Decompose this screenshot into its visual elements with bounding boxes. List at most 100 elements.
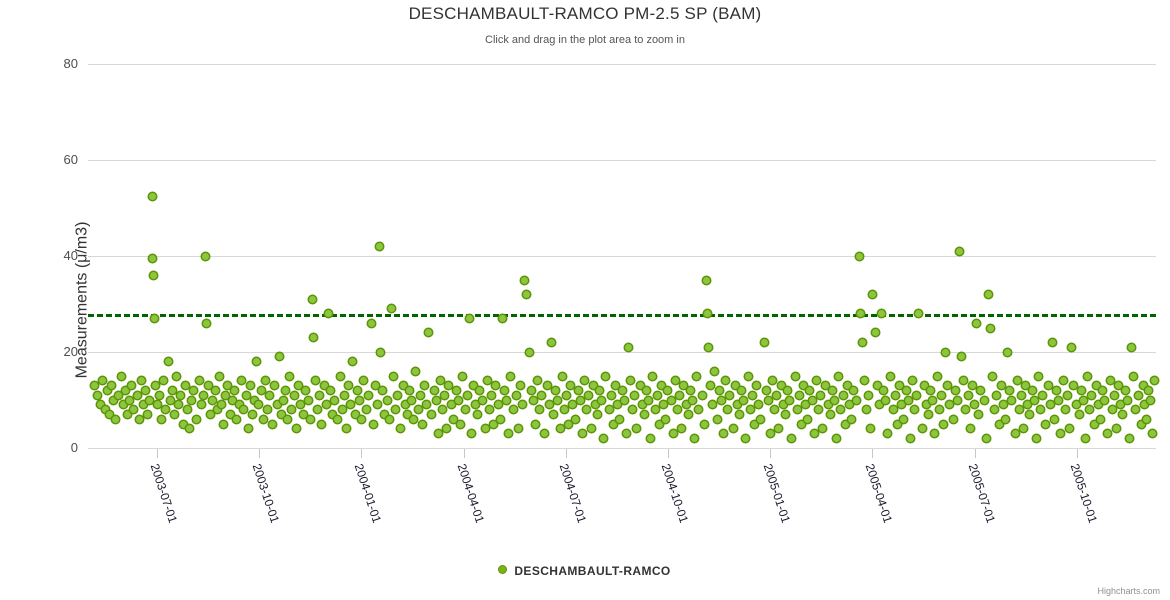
scatter-point[interactable]: [521, 276, 529, 284]
scatter-point[interactable]: [140, 401, 148, 409]
scatter-point[interactable]: [705, 343, 712, 351]
scatter-point[interactable]: [882, 396, 890, 404]
scatter-point[interactable]: [775, 425, 783, 433]
scatter-point[interactable]: [434, 430, 442, 438]
scatter-point[interactable]: [962, 406, 970, 414]
scatter-point[interactable]: [119, 401, 127, 409]
legend-item-deschambault-ramco[interactable]: DESCHAMBAULT-RAMCO: [499, 563, 670, 578]
scatter-point[interactable]: [773, 391, 781, 399]
scatter-point[interactable]: [540, 430, 548, 438]
scatter-point[interactable]: [647, 434, 655, 442]
scatter-point[interactable]: [360, 377, 368, 385]
scatter-point[interactable]: [371, 382, 379, 390]
scatter-point[interactable]: [292, 425, 300, 433]
scatter-point[interactable]: [702, 276, 710, 284]
scatter-point[interactable]: [1135, 391, 1143, 399]
scatter-point[interactable]: [795, 391, 803, 399]
scatter-point[interactable]: [432, 396, 440, 404]
scatter-point[interactable]: [858, 338, 866, 346]
scatter-point[interactable]: [891, 391, 899, 399]
scatter-point[interactable]: [215, 372, 223, 380]
scatter-point[interactable]: [600, 434, 608, 442]
scatter-point[interactable]: [183, 406, 191, 414]
scatter-point[interactable]: [581, 377, 589, 385]
scatter-point[interactable]: [800, 382, 808, 390]
scatter-point[interactable]: [461, 406, 469, 414]
scatter-point[interactable]: [662, 415, 670, 423]
scatter-point[interactable]: [236, 401, 244, 409]
scatter-point[interactable]: [850, 386, 858, 394]
scatter-point[interactable]: [222, 391, 230, 399]
scatter-point[interactable]: [314, 406, 322, 414]
scatter-point[interactable]: [598, 396, 606, 404]
scatter-point[interactable]: [394, 391, 402, 399]
scatter-point[interactable]: [488, 391, 496, 399]
scatter-point[interactable]: [244, 425, 252, 433]
scatter-point[interactable]: [146, 396, 154, 404]
scatter-point[interactable]: [1119, 410, 1127, 418]
scatter-point[interactable]: [543, 382, 551, 390]
scatter-point[interactable]: [812, 377, 820, 385]
scatter-point[interactable]: [318, 420, 326, 428]
scatter-point[interactable]: [973, 319, 981, 327]
scatter-point[interactable]: [529, 396, 537, 404]
scatter-point[interactable]: [103, 386, 111, 394]
scatter-point[interactable]: [735, 410, 743, 418]
scatter-point[interactable]: [764, 396, 772, 404]
plot-area[interactable]: [88, 64, 1159, 449]
scatter-point[interactable]: [385, 415, 393, 423]
scatter-point[interactable]: [457, 420, 465, 428]
scatter-point[interactable]: [614, 401, 622, 409]
scatter-point[interactable]: [871, 329, 879, 337]
scatter-point[interactable]: [837, 406, 845, 414]
scatter-point[interactable]: [248, 410, 256, 418]
scatter-point[interactable]: [1032, 434, 1040, 442]
scatter-point[interactable]: [802, 401, 810, 409]
scatter-point[interactable]: [203, 319, 211, 327]
scatter-point[interactable]: [322, 401, 330, 409]
scatter-point[interactable]: [357, 415, 365, 423]
scatter-point[interactable]: [554, 396, 562, 404]
scatter-point[interactable]: [177, 391, 185, 399]
scatter-point[interactable]: [201, 252, 209, 260]
scatter-point[interactable]: [425, 329, 433, 337]
scatter-point[interactable]: [251, 396, 259, 404]
scatter-point[interactable]: [253, 358, 261, 366]
scatter-point[interactable]: [766, 430, 774, 438]
scatter-point[interactable]: [1142, 415, 1150, 423]
scatter-point[interactable]: [514, 425, 522, 433]
scatter-point[interactable]: [455, 396, 463, 404]
scatter-point[interactable]: [750, 420, 758, 428]
scatter-point[interactable]: [574, 386, 582, 394]
scatter-point[interactable]: [412, 367, 420, 375]
scatter-point[interactable]: [865, 391, 873, 399]
scatter-point[interactable]: [1070, 382, 1078, 390]
scatter-point[interactable]: [902, 386, 910, 394]
scatter-point[interactable]: [467, 430, 475, 438]
scatter-point[interactable]: [94, 391, 102, 399]
scatter-point[interactable]: [824, 401, 832, 409]
scatter-point[interactable]: [911, 406, 919, 414]
scatter-point[interactable]: [1008, 396, 1016, 404]
scatter-point[interactable]: [286, 372, 294, 380]
scatter-point[interactable]: [1020, 425, 1028, 433]
scatter-point[interactable]: [133, 391, 141, 399]
scatter-point[interactable]: [686, 386, 694, 394]
scatter-point[interactable]: [731, 382, 739, 390]
scatter-point[interactable]: [667, 396, 675, 404]
scatter-point[interactable]: [135, 415, 143, 423]
scatter-point[interactable]: [843, 382, 851, 390]
scatter-point[interactable]: [724, 406, 732, 414]
scatter-point[interactable]: [519, 401, 527, 409]
scatter-point[interactable]: [505, 430, 513, 438]
scatter-point[interactable]: [1112, 425, 1120, 433]
scatter-point[interactable]: [240, 406, 248, 414]
scatter-point[interactable]: [607, 391, 615, 399]
scatter-point[interactable]: [826, 410, 834, 418]
scatter-point[interactable]: [338, 406, 346, 414]
scatter-point[interactable]: [538, 391, 546, 399]
scatter-point[interactable]: [939, 420, 947, 428]
scatter-point[interactable]: [308, 295, 316, 303]
scatter-point[interactable]: [399, 382, 407, 390]
scatter-point[interactable]: [848, 415, 856, 423]
